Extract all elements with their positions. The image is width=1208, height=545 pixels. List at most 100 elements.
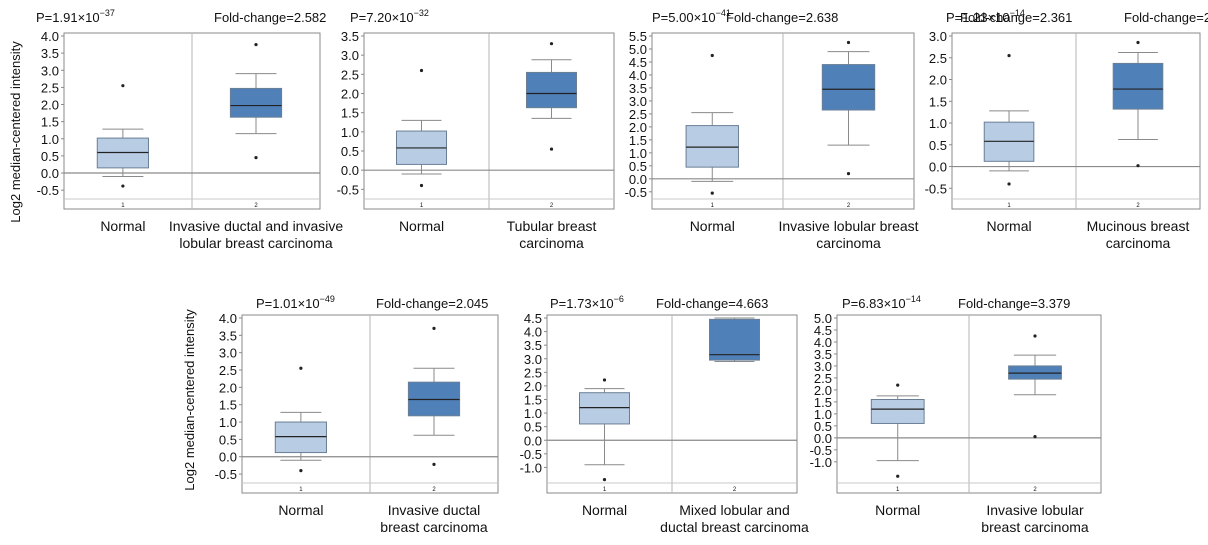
box-tumor: [1112, 62, 1164, 110]
p-value-label: P=5.00×10−41: [652, 8, 731, 25]
y-tick-label: -1.0: [520, 460, 542, 475]
y-tick-label: 2.0: [814, 383, 832, 398]
outlier-point-tumor: [549, 147, 554, 151]
y-tick-label: 3.0: [41, 63, 59, 78]
y-tick-label: 5.0: [629, 42, 647, 57]
category-label-tumor: Tubular breast: [507, 218, 597, 234]
y-tick-label: 3.5: [341, 29, 359, 44]
y-tick-label: 1.0: [41, 132, 59, 147]
y-tick-label: 1.0: [629, 146, 647, 161]
y-tick-label: 2.0: [219, 380, 237, 395]
outlier-point-tumor: [846, 172, 851, 176]
category-label-tumor: Invasive lobular breast: [778, 218, 918, 234]
y-tick-label: 3.0: [219, 346, 237, 361]
p-value-label: P=1.23×10−14: [946, 8, 1025, 25]
outlier-point-tumor: [432, 462, 436, 466]
box-tumor: [229, 87, 283, 118]
box-normal: [870, 399, 925, 424]
group-index-label: 1: [603, 487, 607, 493]
outlier-point-tumor: [254, 156, 258, 160]
group-index-label: 1: [121, 203, 125, 209]
y-tick-label: 0.0: [219, 450, 237, 465]
outlier-point-normal: [121, 84, 125, 88]
y-tick-label: 2.0: [929, 73, 947, 88]
y-tick-label: -0.5: [215, 467, 237, 482]
category-label-tumor: Invasive ductal: [388, 502, 481, 518]
y-tick-label: 0.0: [41, 166, 59, 181]
y-tick-label: 1.5: [341, 106, 359, 121]
y-tick-label: 5.0: [814, 311, 832, 326]
outlier-point-tumor: [846, 40, 851, 45]
box-tumor: [821, 64, 876, 111]
y-tick-label: 0.0: [524, 433, 542, 448]
box-normal: [685, 125, 739, 168]
y-tick-label: -0.5: [625, 185, 647, 200]
box-panel-4: -0.50.00.51.01.52.02.53.0P=1.23×10−14 Fol…: [925, 8, 1208, 251]
fold-change-label: Fold-change=2.162: [1124, 10, 1208, 25]
y-tick-label: 2.5: [41, 80, 59, 95]
outlier-point-tumor: [549, 42, 554, 46]
y-tick-label: 1.5: [814, 395, 832, 410]
y-tick-label: 3.5: [219, 328, 237, 343]
y-tick-label: 1.5: [41, 115, 59, 130]
p-value-label: P=1.91×10−37: [36, 8, 115, 25]
outlier-point-normal: [602, 378, 607, 382]
y-tick-label: -0.5: [925, 181, 947, 196]
outlier-point-normal: [896, 474, 900, 478]
p-value-label: P=1.01×10−49: [256, 294, 335, 311]
outlier-point-normal: [121, 184, 125, 188]
y-tick-label: 2.0: [341, 87, 359, 102]
y-tick-label: 1.5: [219, 398, 237, 413]
group-index-label: 2: [733, 487, 737, 493]
outlier-point-tumor: [1033, 334, 1037, 338]
category-label-normal: Normal: [582, 502, 627, 518]
category-label-normal: Normal: [986, 218, 1031, 234]
box-panel-7: -1.0-0.50.00.51.01.52.02.53.03.54.04.55.…: [810, 294, 1102, 535]
group-index-label: 2: [254, 203, 258, 209]
y-tick-label: 2.0: [41, 98, 59, 113]
outlier-point-normal: [299, 366, 303, 370]
y-tick-label: -0.5: [810, 443, 832, 458]
y-tick-label: 0.5: [929, 138, 947, 153]
outlier-point-normal: [299, 468, 303, 473]
box-tumor: [526, 71, 577, 109]
fold-change-label: Fold-change=2.638: [726, 10, 838, 25]
y-tick-label: 3.5: [629, 81, 647, 96]
y-tick-label: 3.5: [814, 347, 832, 362]
y-tick-label: 2.5: [341, 67, 359, 82]
y-tick-label: 2.0: [629, 120, 647, 135]
outlier-point-normal: [1007, 53, 1011, 58]
outlier-point-normal: [1007, 182, 1011, 186]
group-index-label: 1: [1007, 203, 1011, 209]
category-label-tumor: breast carcinoma: [380, 519, 488, 535]
y-tick-label: 0.5: [219, 432, 237, 447]
category-label-tumor: carcinoma: [816, 235, 881, 251]
fold-change-label: Fold-change=3.379: [958, 296, 1070, 311]
outlier-point-normal: [710, 53, 714, 58]
category-label-normal: Normal: [875, 502, 920, 518]
y-tick-label: 0.0: [341, 163, 359, 178]
y-tick-label: 4.5: [629, 55, 647, 70]
y-tick-label: 1.5: [629, 133, 647, 148]
category-label-tumor: carcinoma: [1106, 235, 1171, 251]
y-tick-label: 0.0: [629, 172, 647, 187]
fold-change-label: Fold-change=2.361: [960, 10, 1072, 25]
group-index-label: 2: [847, 203, 851, 209]
category-label-tumor: Invasive ductal and invasive: [169, 218, 344, 234]
y-tick-label: 4.5: [814, 323, 832, 338]
outlier-point-tumor: [1033, 435, 1037, 439]
outlier-point-tumor: [1136, 40, 1140, 45]
box-panel-2: -0.50.00.51.01.52.02.53.03.5P=7.20×10−32…: [337, 8, 839, 251]
y-tick-label: 3.0: [341, 48, 359, 63]
group-index-label: 2: [1136, 203, 1140, 209]
y-tick-label: 1.0: [524, 406, 542, 421]
y-tick-label: 5.5: [629, 29, 647, 44]
y-tick-label: 2.5: [629, 107, 647, 122]
box-plot-panels: -0.50.00.51.01.52.02.53.03.54.0P=1.91×10…: [36, 8, 1208, 535]
group-index-label: 1: [299, 487, 303, 493]
y-tick-label: -0.5: [337, 182, 359, 197]
box-panel-5: -0.5 0.0 0.5 1.0 1.5 2.0 2.5 3.0 3.5 4.0 P=1.01×10…: [215, 294, 499, 535]
y-tick-label: 1.0: [341, 125, 359, 140]
fold-change-label: Fold-change=4.663: [656, 296, 768, 311]
y-tick-label: 0.5: [41, 149, 59, 164]
